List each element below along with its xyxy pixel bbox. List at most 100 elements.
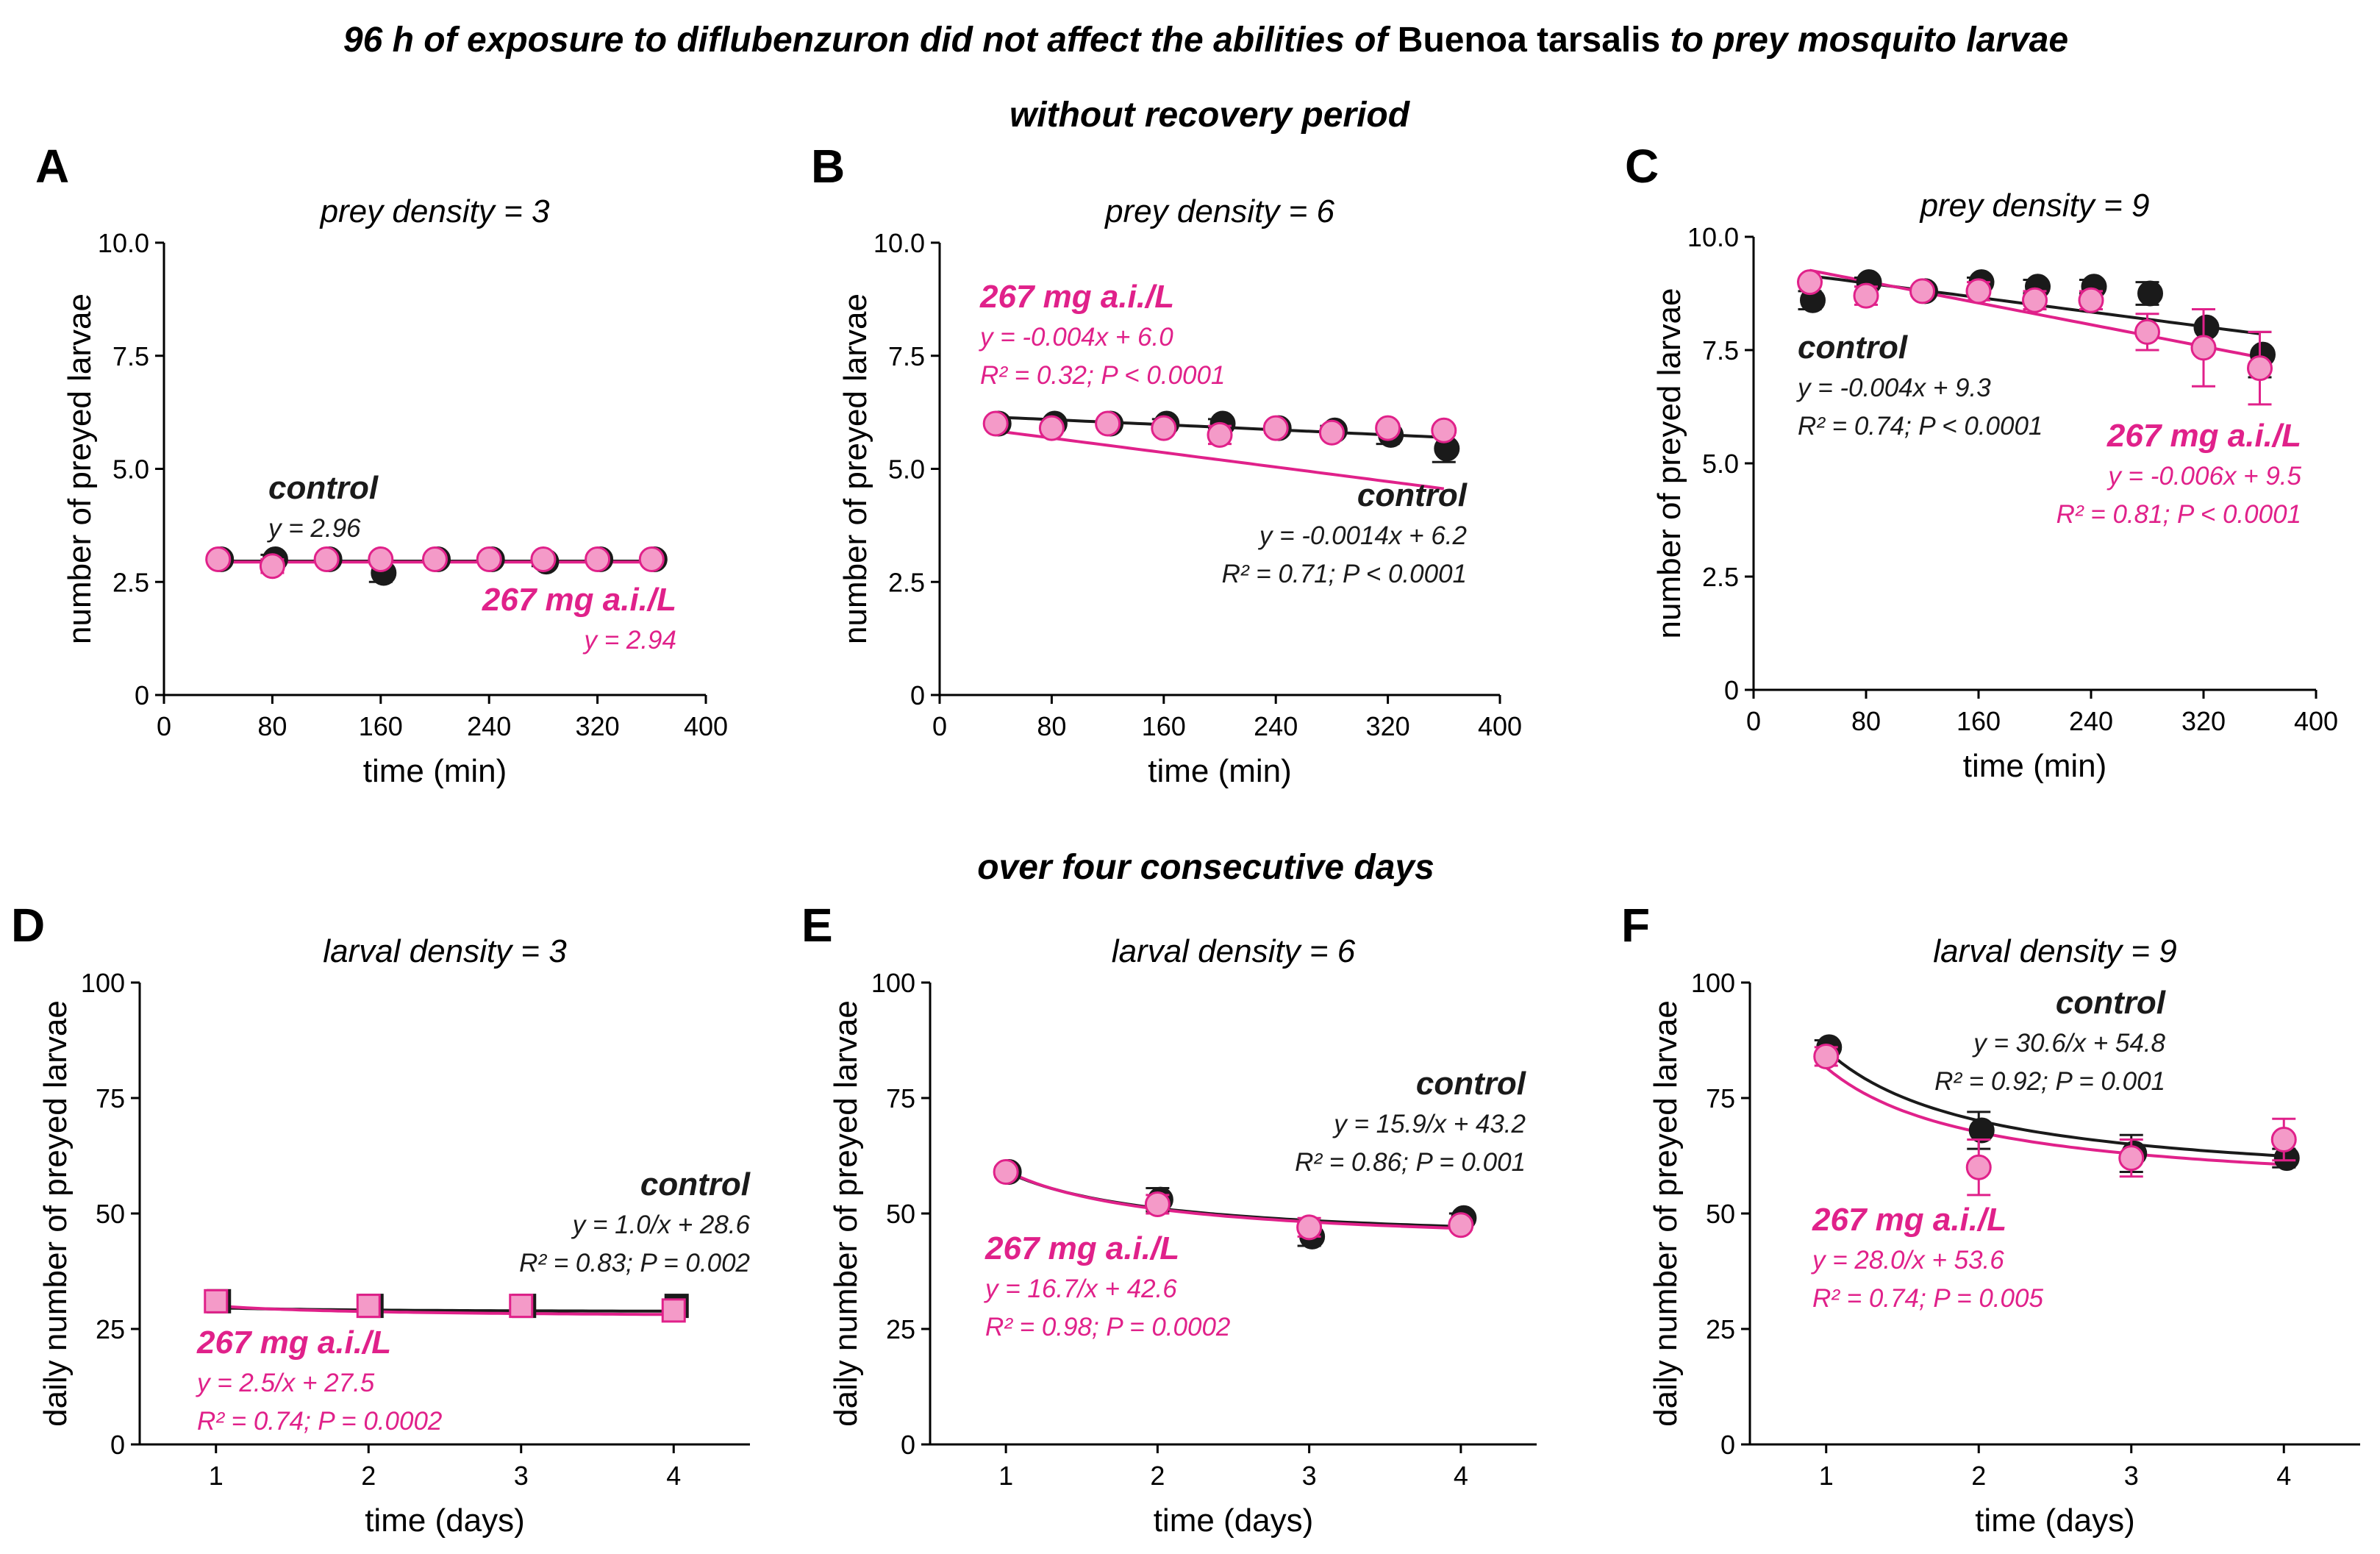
y-tick-label: 5.0 xyxy=(1702,449,1739,479)
y-tick-label: 25 xyxy=(1706,1314,1735,1344)
y-tick-label: 5.0 xyxy=(888,455,925,485)
title-part-2: to prey mosquito larvae xyxy=(1660,21,2068,60)
annotation-label-control: control xyxy=(640,1166,751,1202)
x-tick-label: 1 xyxy=(209,1461,224,1491)
x-tick-label: 240 xyxy=(2069,706,2113,736)
annotation-equation-control: R² = 0.86; P = 0.001 xyxy=(1295,1148,1526,1177)
x-tick-label: 320 xyxy=(2181,706,2226,736)
annotation-label-control: control xyxy=(268,470,379,506)
annotation-label-treated: 267 mg a.i./L xyxy=(979,279,1174,315)
y-tick-label: 2.5 xyxy=(112,567,149,597)
section-title-top: without recovery period xyxy=(1009,96,1411,135)
data-point-treated xyxy=(2022,287,2048,313)
x-axis-label: time (days) xyxy=(1154,1503,1314,1539)
annotation-equation-treated: R² = 0.98; P = 0.0002 xyxy=(985,1313,1230,1341)
x-tick-label: 400 xyxy=(2294,706,2338,736)
data-point-treated xyxy=(1207,421,1233,448)
y-tick-label: 50 xyxy=(1706,1199,1735,1229)
y-tick-label: 75 xyxy=(1706,1083,1735,1113)
y-tick-label: 0 xyxy=(1720,1430,1735,1460)
annotation-equation-control: R² = 0.74; P < 0.0001 xyxy=(1798,412,2043,441)
annotation-equation-control: y = -0.0014x + 6.2 xyxy=(1258,521,1467,550)
annotation-equation-control: R² = 0.71; P < 0.0001 xyxy=(1222,560,1467,588)
data-point-treated xyxy=(1853,282,1879,309)
x-tick-label: 2 xyxy=(1150,1461,1165,1491)
data-point-treated xyxy=(1262,415,1289,441)
annotation-label-treated: 267 mg a.i./L xyxy=(1812,1202,2006,1238)
y-tick-label: 50 xyxy=(886,1199,915,1229)
data-point-treated xyxy=(982,410,1009,437)
y-axis-label: daily number of preyed larvae xyxy=(37,1000,74,1427)
annotation-equation-control: y = 15.9/x + 43.2 xyxy=(1332,1110,1526,1138)
data-point-treated xyxy=(2134,318,2160,345)
annotation-treated: 267 mg a.i./L y = 2.94 xyxy=(482,582,676,655)
y-tick-label: 0 xyxy=(910,680,925,710)
data-point-treated xyxy=(2247,355,2273,382)
x-tick-label: 1 xyxy=(1819,1461,1834,1491)
annotation-control: control y = 2.96 xyxy=(267,470,379,543)
x-tick-label: 160 xyxy=(359,711,403,741)
data-point-treated xyxy=(204,1289,229,1314)
x-tick-label: 2 xyxy=(361,1461,376,1491)
annotation-equation-treated: R² = 0.74; P = 0.005 xyxy=(1812,1284,2043,1313)
annotation-equation-treated: y = 2.5/x + 27.5 xyxy=(196,1369,375,1397)
y-axis-label: number of preyed larvae xyxy=(837,293,873,644)
annotation-label-control: control xyxy=(2056,985,2166,1021)
y-tick-label: 7.5 xyxy=(112,341,149,371)
x-tick-label: 400 xyxy=(684,711,728,741)
x-tick-label: 400 xyxy=(1478,711,1522,741)
fit-line-treated xyxy=(215,1304,674,1316)
data-point-treated xyxy=(356,1294,381,1319)
data-point-treated xyxy=(2270,1127,2297,1153)
annotation-label-treated: 267 mg a.i./L xyxy=(196,1325,391,1361)
annotation-control: control y = -0.0014x + 6.2 R² = 0.71; P < … xyxy=(1222,477,1468,588)
annotation-control: control y = 30.6/x + 54.8 R² = 0.92; P = 0… xyxy=(1934,985,2166,1096)
annotation-label-treated: 267 mg a.i./L xyxy=(482,582,676,618)
annotation-equation-control: y = -0.004x + 9.3 xyxy=(1796,374,1991,402)
data-point-treated xyxy=(2190,335,2217,361)
fit-line-treated xyxy=(1825,1066,2284,1166)
y-tick-label: 75 xyxy=(96,1083,125,1113)
data-point-treated xyxy=(1038,415,1065,441)
fit-line-treated xyxy=(1005,1169,1461,1230)
data-point-treated xyxy=(313,546,340,572)
x-tick-label: 320 xyxy=(576,711,620,741)
x-tick-label: 80 xyxy=(1851,706,1881,736)
x-tick-label: 4 xyxy=(666,1461,681,1491)
panel-letter: D xyxy=(11,899,45,952)
annotation-label-treated: 267 mg a.i./L xyxy=(984,1230,1179,1266)
x-tick-label: 160 xyxy=(1956,706,2001,736)
y-tick-label: 7.5 xyxy=(888,341,925,371)
data-point-control xyxy=(1968,1117,1995,1144)
annotation-treated: 267 mg a.i./L y = -0.006x + 9.5 R² = 0.81;… xyxy=(2056,418,2302,529)
y-tick-label: 2.5 xyxy=(1702,562,1739,592)
data-point-treated xyxy=(205,546,232,572)
data-point-treated xyxy=(1965,1154,1992,1180)
data-point-treated xyxy=(1965,278,1992,304)
annotation-equation-control: R² = 0.92; P = 0.001 xyxy=(1934,1067,2165,1096)
y-tick-label: 50 xyxy=(96,1199,125,1229)
fit-line-treated xyxy=(1809,268,2260,359)
fit-line-treated xyxy=(995,429,1445,491)
data-point-treated xyxy=(422,546,448,572)
title-part-1: 96 h of exposure to diflubenzuron did no… xyxy=(343,21,1398,60)
annotation-control: control y = -0.004x + 9.3 R² = 0.74; P < 0… xyxy=(1796,329,2043,441)
data-point-treated xyxy=(476,546,502,572)
data-point-treated xyxy=(1375,415,1401,441)
panel-letter: A xyxy=(35,140,69,193)
x-axis-label: time (min) xyxy=(363,753,507,789)
data-point-treated xyxy=(1909,278,1935,304)
panel-letter: E xyxy=(801,899,833,952)
annotation-label-control: control xyxy=(1798,329,1908,366)
data-point-treated xyxy=(1448,1212,1474,1238)
panel-letter: B xyxy=(811,140,845,193)
y-tick-label: 0 xyxy=(1724,675,1739,705)
annotation-equation-treated: y = 28.0/x + 53.6 xyxy=(1811,1246,2004,1275)
